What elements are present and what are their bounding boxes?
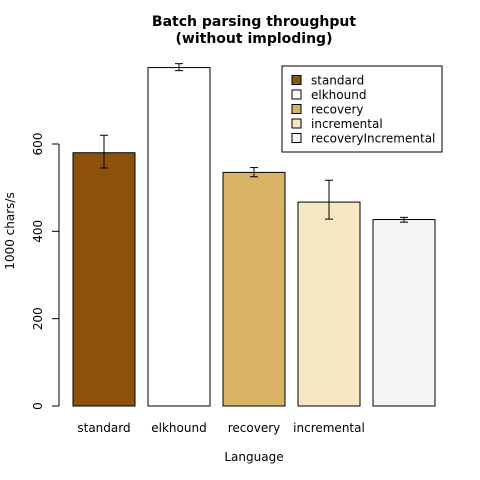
bar-standard	[72, 152, 136, 407]
legend-swatch	[291, 118, 302, 129]
y-tick-label: 600	[31, 133, 45, 156]
legend-swatch	[291, 104, 302, 114]
legend-label: standard	[311, 74, 364, 88]
legend: standardelkhoundrecoveryincrementalrecov…	[281, 65, 443, 153]
bars	[72, 67, 436, 407]
y-tick-label: 200	[31, 307, 45, 330]
error-bars	[100, 63, 408, 223]
y-tick-label: 0	[31, 402, 45, 410]
legend-label: elkhound	[311, 88, 366, 102]
bar-recovery	[222, 171, 286, 407]
legend-swatch	[291, 133, 302, 143]
bar-incremental	[297, 201, 361, 407]
chart-title-line-1: Batch parsing throughput	[152, 14, 356, 30]
legend-label: recoveryIncremental	[311, 132, 435, 146]
legend-swatch	[291, 89, 302, 100]
x-axis-label: Language	[224, 450, 283, 464]
x-tick-labels: standard elkhound recovery incremental	[77, 421, 364, 435]
x-tick-label: incremental	[293, 421, 365, 435]
legend-swatch	[291, 75, 302, 85]
legend-label: recovery	[311, 103, 364, 117]
y-tick-label: 400	[31, 220, 45, 243]
y-axis: 0 200 400 600	[31, 133, 60, 410]
x-tick-label: recovery	[228, 421, 281, 435]
y-axis-label: 1000 chars/s	[3, 192, 17, 269]
bar-recoveryIncremental	[372, 219, 436, 407]
bar-elkhound	[147, 67, 211, 407]
x-tick-label: standard	[77, 421, 130, 435]
legend-box	[281, 65, 443, 153]
x-tick-label: elkhound	[151, 421, 206, 435]
legend-label: incremental	[311, 117, 383, 131]
chart-title-line-2: (without imploding)	[176, 31, 333, 47]
